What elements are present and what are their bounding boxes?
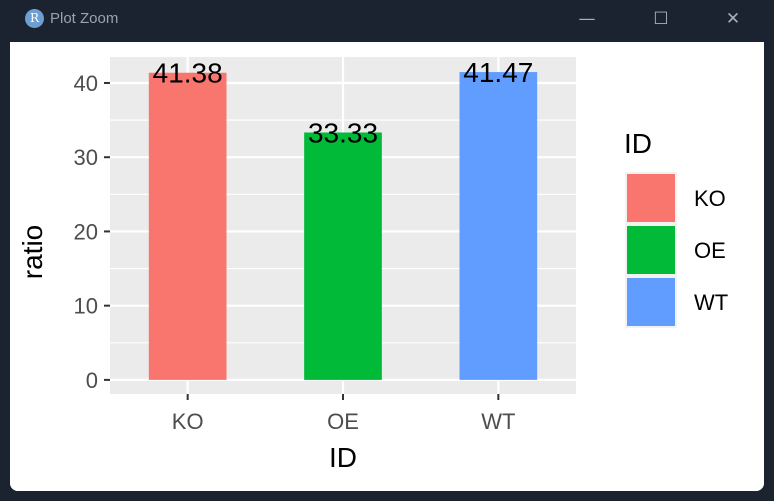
y-axis: 0 10 20 30 40 (74, 71, 110, 393)
y-tick-label: 30 (74, 145, 98, 170)
y-tick-label: 0 (86, 368, 98, 393)
x-axis: KO OE WT (172, 394, 515, 434)
x-tick-label: KO (172, 409, 204, 434)
y-axis-title: ratio (17, 225, 48, 279)
legend: ID KO OE WT (624, 128, 728, 328)
x-tick-label: OE (327, 409, 359, 434)
legend-label: KO (694, 186, 726, 211)
title-bar[interactable]: R Plot Zoom — ☐ ✕ (10, 0, 764, 42)
data-label: 41.47 (463, 57, 533, 88)
bar-chart: 41.38 33.33 41.47 0 10 20 30 40 KO OE WT ratio I… (10, 42, 764, 491)
bars (148, 72, 538, 380)
maximize-button[interactable]: ☐ (653, 9, 669, 29)
r-logo-icon: R (25, 9, 44, 28)
legend-title: ID (624, 128, 652, 159)
bar-oe (304, 132, 382, 380)
legend-swatch (627, 174, 675, 222)
plot-zoom-window: R Plot Zoom — ☐ ✕ 41.38 33.33 41.47 0 10 20 3… (10, 0, 764, 491)
x-tick-label: WT (481, 409, 515, 434)
close-button[interactable]: ✕ (725, 9, 741, 29)
data-label: 41.38 (153, 58, 223, 89)
y-tick-label: 20 (74, 219, 98, 244)
y-tick-label: 10 (74, 294, 98, 319)
data-label: 33.33 (308, 117, 378, 148)
minimize-button[interactable]: — (578, 9, 596, 29)
bar-wt (459, 72, 538, 380)
bar-ko (148, 72, 227, 380)
window-title: Plot Zoom (50, 10, 119, 27)
x-axis-title: ID (329, 442, 357, 473)
y-tick-label: 40 (74, 71, 98, 96)
legend-swatch (627, 226, 675, 274)
legend-swatch (627, 278, 675, 326)
data-labels: 41.38 33.33 41.47 (153, 57, 534, 148)
legend-label: WT (694, 290, 728, 315)
legend-label: OE (694, 238, 726, 263)
